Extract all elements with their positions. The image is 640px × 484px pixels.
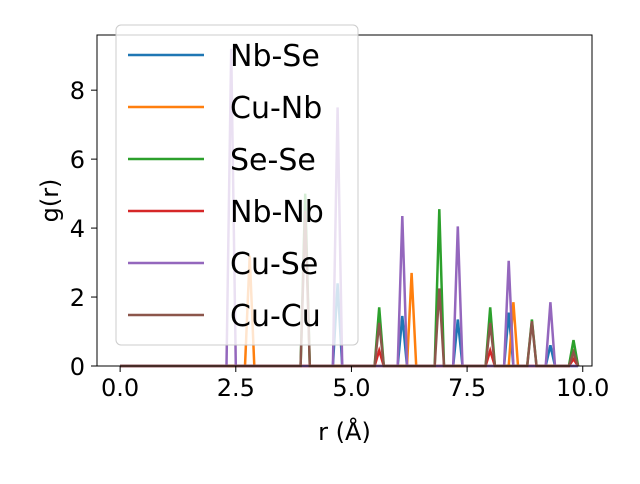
y-tick-label: 0 bbox=[70, 353, 85, 381]
x-tick-label: 7.5 bbox=[448, 374, 486, 402]
y-tick-label: 2 bbox=[70, 284, 85, 312]
x-tick-label: 5.0 bbox=[332, 374, 370, 402]
x-tick-label: 0.0 bbox=[101, 374, 139, 402]
legend-label: Cu-Se bbox=[230, 247, 318, 282]
legend-box bbox=[115, 24, 359, 346]
y-axis-label: g(r) bbox=[36, 179, 64, 223]
legend-label: Cu-Cu bbox=[230, 299, 321, 334]
x-tick-label: 10.0 bbox=[556, 374, 609, 402]
legend-label: Nb-Nb bbox=[230, 195, 324, 230]
legend-label: Nb-Se bbox=[230, 39, 320, 74]
legend-label: Cu-Nb bbox=[230, 91, 322, 126]
x-axis-label: r (Å) bbox=[318, 417, 371, 446]
y-tick-label: 6 bbox=[70, 146, 85, 174]
legend-label: Se-Se bbox=[230, 143, 316, 178]
y-tick-label: 4 bbox=[70, 215, 85, 243]
legend: Nb-Se Cu-Nb Se-Se Nb-Nb Cu-Se Cu-Cu bbox=[115, 24, 359, 346]
x-ticks: 0.0 2.5 5.0 7.5 10.0 bbox=[101, 366, 609, 402]
y-tick-label: 8 bbox=[70, 77, 85, 105]
x-tick-label: 2.5 bbox=[217, 374, 255, 402]
y-ticks: 0 2 4 6 8 bbox=[70, 77, 97, 381]
